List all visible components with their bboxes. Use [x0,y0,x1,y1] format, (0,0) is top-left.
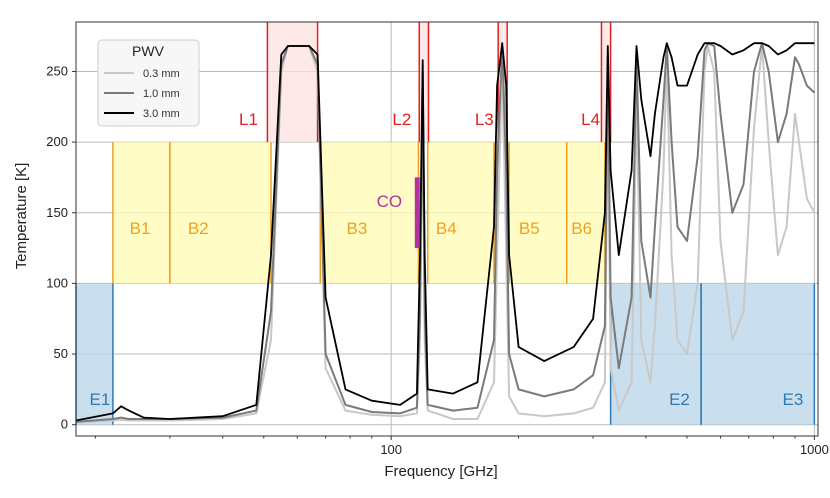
x-tick-label-100: 100 [380,442,402,457]
plot-frame [75,21,819,437]
legend-label-1.0mm: 1.0 mm [143,88,180,100]
band-region-B6 [566,142,605,284]
legend-label-0.3mm: 0.3 mm [143,68,180,80]
label-L3: L3 [475,110,494,129]
label-E1: E1 [90,390,111,409]
band-region-B3 [320,142,419,284]
band-region-B5 [509,142,567,284]
annotation-label-CO: CO [377,192,403,211]
y-tick-label-250: 250 [46,63,68,78]
band-region-B1 [112,142,170,284]
legend-title: PWV [132,43,165,59]
plot-area: E1 E2 E3 B1 B2 B3 B4 B5 B6 L1 L2 L3 L4 CO 0 50 100 150 200… [46,21,829,457]
band-region-E3 [701,283,815,425]
label-B6: B6 [571,219,592,238]
label-L4: L4 [581,110,600,129]
x-tick-label-1000: 1000 [800,442,829,457]
line-window-region-L4 [601,22,611,143]
y-tick-label-200: 200 [46,134,68,149]
y-tick-label-50: 50 [54,346,68,361]
label-E3: E3 [783,390,804,409]
label-L2: L2 [392,110,411,129]
legend-label-3.0mm: 3.0 mm [143,108,180,120]
label-B3: B3 [347,219,368,238]
y-tick-label-100: 100 [46,275,68,290]
legend-box [97,39,200,127]
x-axis-title: Frequency [GHz] [384,463,497,480]
legend: PWV 0.3 mm 1.0 mm 3.0 mm [97,39,200,127]
line-window-region-L2 [419,22,429,143]
label-B1: B1 [130,219,151,238]
band-region-B2 [169,142,271,284]
label-B4: B4 [436,219,457,238]
line-window-region-L1 [267,22,318,143]
y-axis-title: Temperature [K] [13,163,30,270]
label-E2: E2 [669,390,690,409]
label-B2: B2 [188,219,209,238]
y-tick-label-150: 150 [46,205,68,220]
y-tick-label-0: 0 [61,417,68,432]
label-B5: B5 [519,219,540,238]
band-region-B4 [427,142,495,284]
series-line-1.0mm [75,42,816,423]
band-region-E1 [76,283,113,425]
label-L1: L1 [239,110,258,129]
series-line-3.0mm [75,42,815,422]
